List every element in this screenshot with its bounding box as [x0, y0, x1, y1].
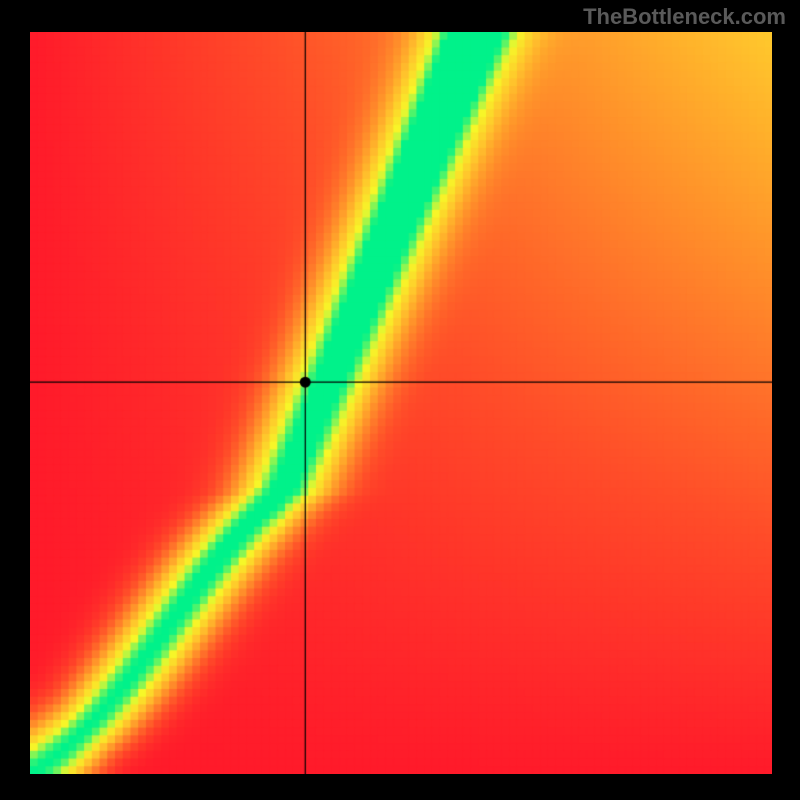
heatmap-canvas	[30, 32, 772, 774]
watermark-text: TheBottleneck.com	[583, 4, 786, 30]
chart-container: TheBottleneck.com	[0, 0, 800, 800]
